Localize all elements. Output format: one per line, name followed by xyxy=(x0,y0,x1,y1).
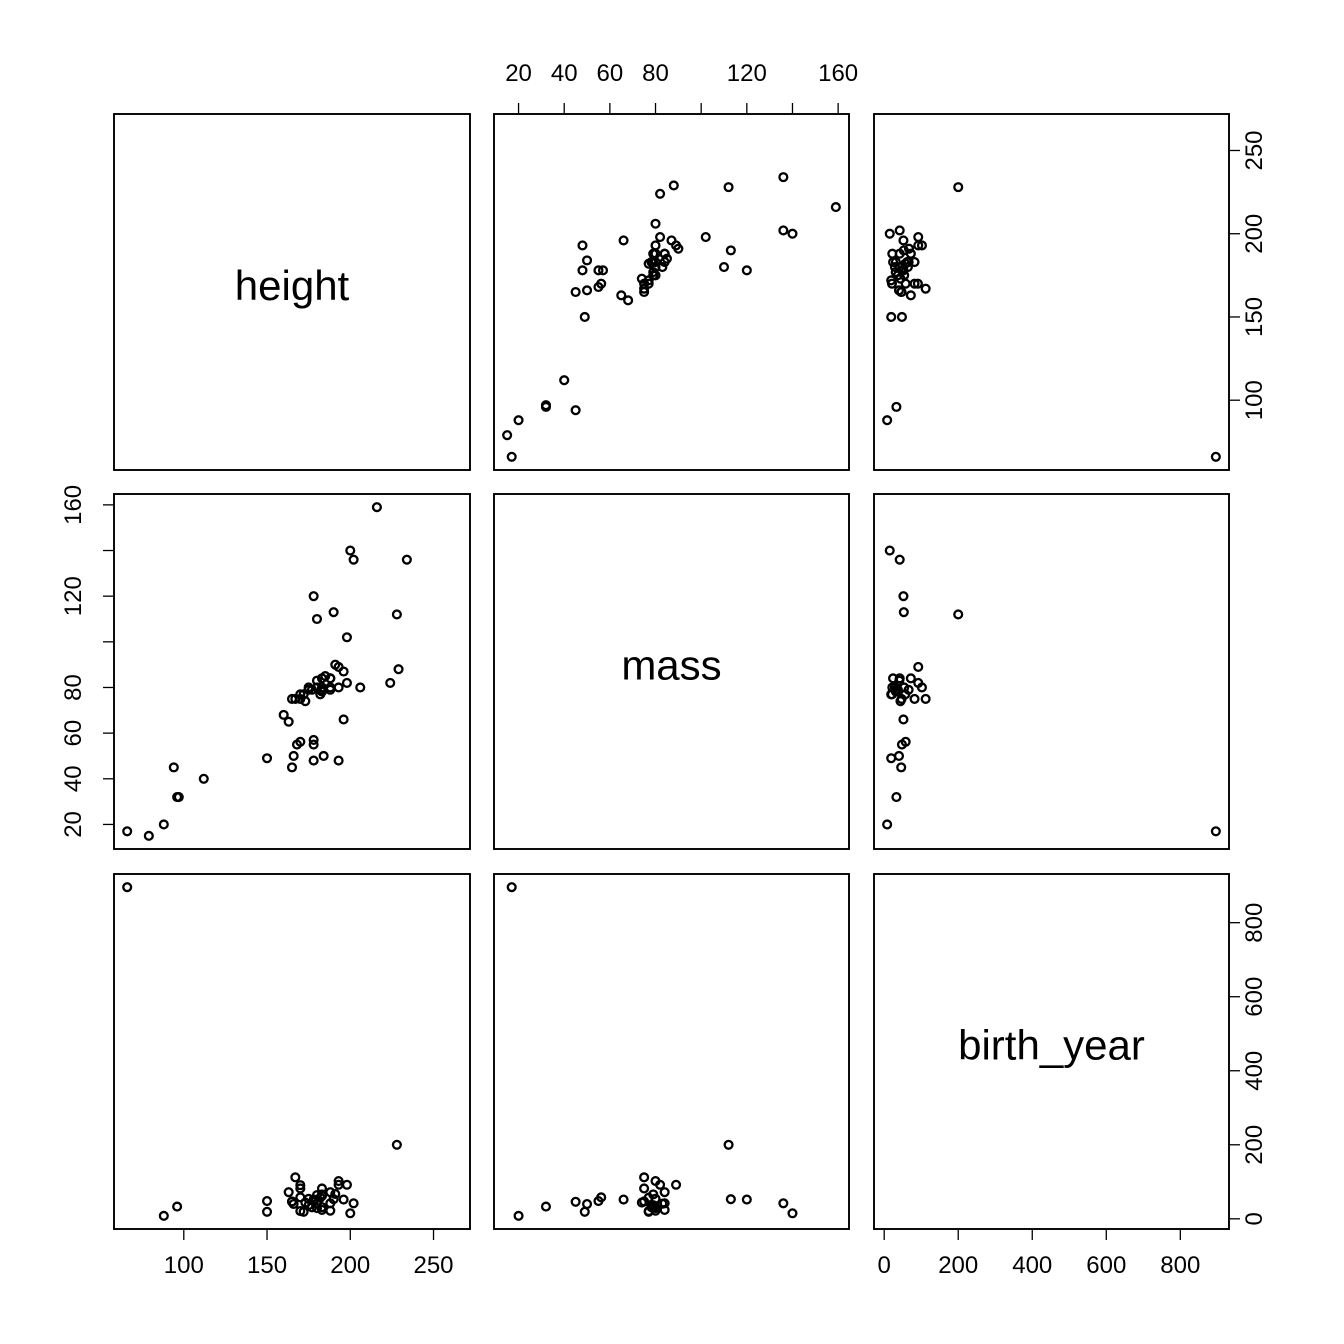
svg-text:20: 20 xyxy=(505,60,532,87)
svg-text:100: 100 xyxy=(164,1252,204,1279)
svg-text:mass: mass xyxy=(621,642,721,689)
svg-text:120: 120 xyxy=(727,60,767,87)
svg-text:160: 160 xyxy=(60,485,87,525)
svg-text:0: 0 xyxy=(878,1252,891,1279)
svg-text:40: 40 xyxy=(60,765,87,792)
svg-text:800: 800 xyxy=(1241,903,1268,943)
svg-text:20: 20 xyxy=(60,811,87,838)
svg-text:600: 600 xyxy=(1241,977,1268,1017)
svg-text:200: 200 xyxy=(1241,1125,1268,1165)
svg-text:160: 160 xyxy=(818,60,858,87)
svg-text:150: 150 xyxy=(247,1252,287,1279)
svg-text:40: 40 xyxy=(551,60,578,87)
svg-text:800: 800 xyxy=(1160,1252,1200,1279)
svg-text:200: 200 xyxy=(1241,214,1268,254)
svg-text:400: 400 xyxy=(1241,1051,1268,1091)
svg-text:0: 0 xyxy=(1241,1212,1268,1225)
svg-text:80: 80 xyxy=(60,674,87,701)
svg-text:100: 100 xyxy=(1241,380,1268,420)
svg-text:200: 200 xyxy=(330,1252,370,1279)
svg-text:120: 120 xyxy=(60,576,87,616)
svg-text:600: 600 xyxy=(1086,1252,1126,1279)
svg-text:80: 80 xyxy=(642,60,669,87)
svg-text:250: 250 xyxy=(413,1252,453,1279)
svg-text:birth_year: birth_year xyxy=(958,1022,1145,1069)
svg-text:150: 150 xyxy=(1241,297,1268,337)
svg-text:200: 200 xyxy=(938,1252,978,1279)
svg-text:60: 60 xyxy=(597,60,624,87)
svg-text:250: 250 xyxy=(1241,130,1268,170)
svg-text:60: 60 xyxy=(60,720,87,747)
svg-text:height: height xyxy=(235,262,350,309)
svg-text:400: 400 xyxy=(1012,1252,1052,1279)
